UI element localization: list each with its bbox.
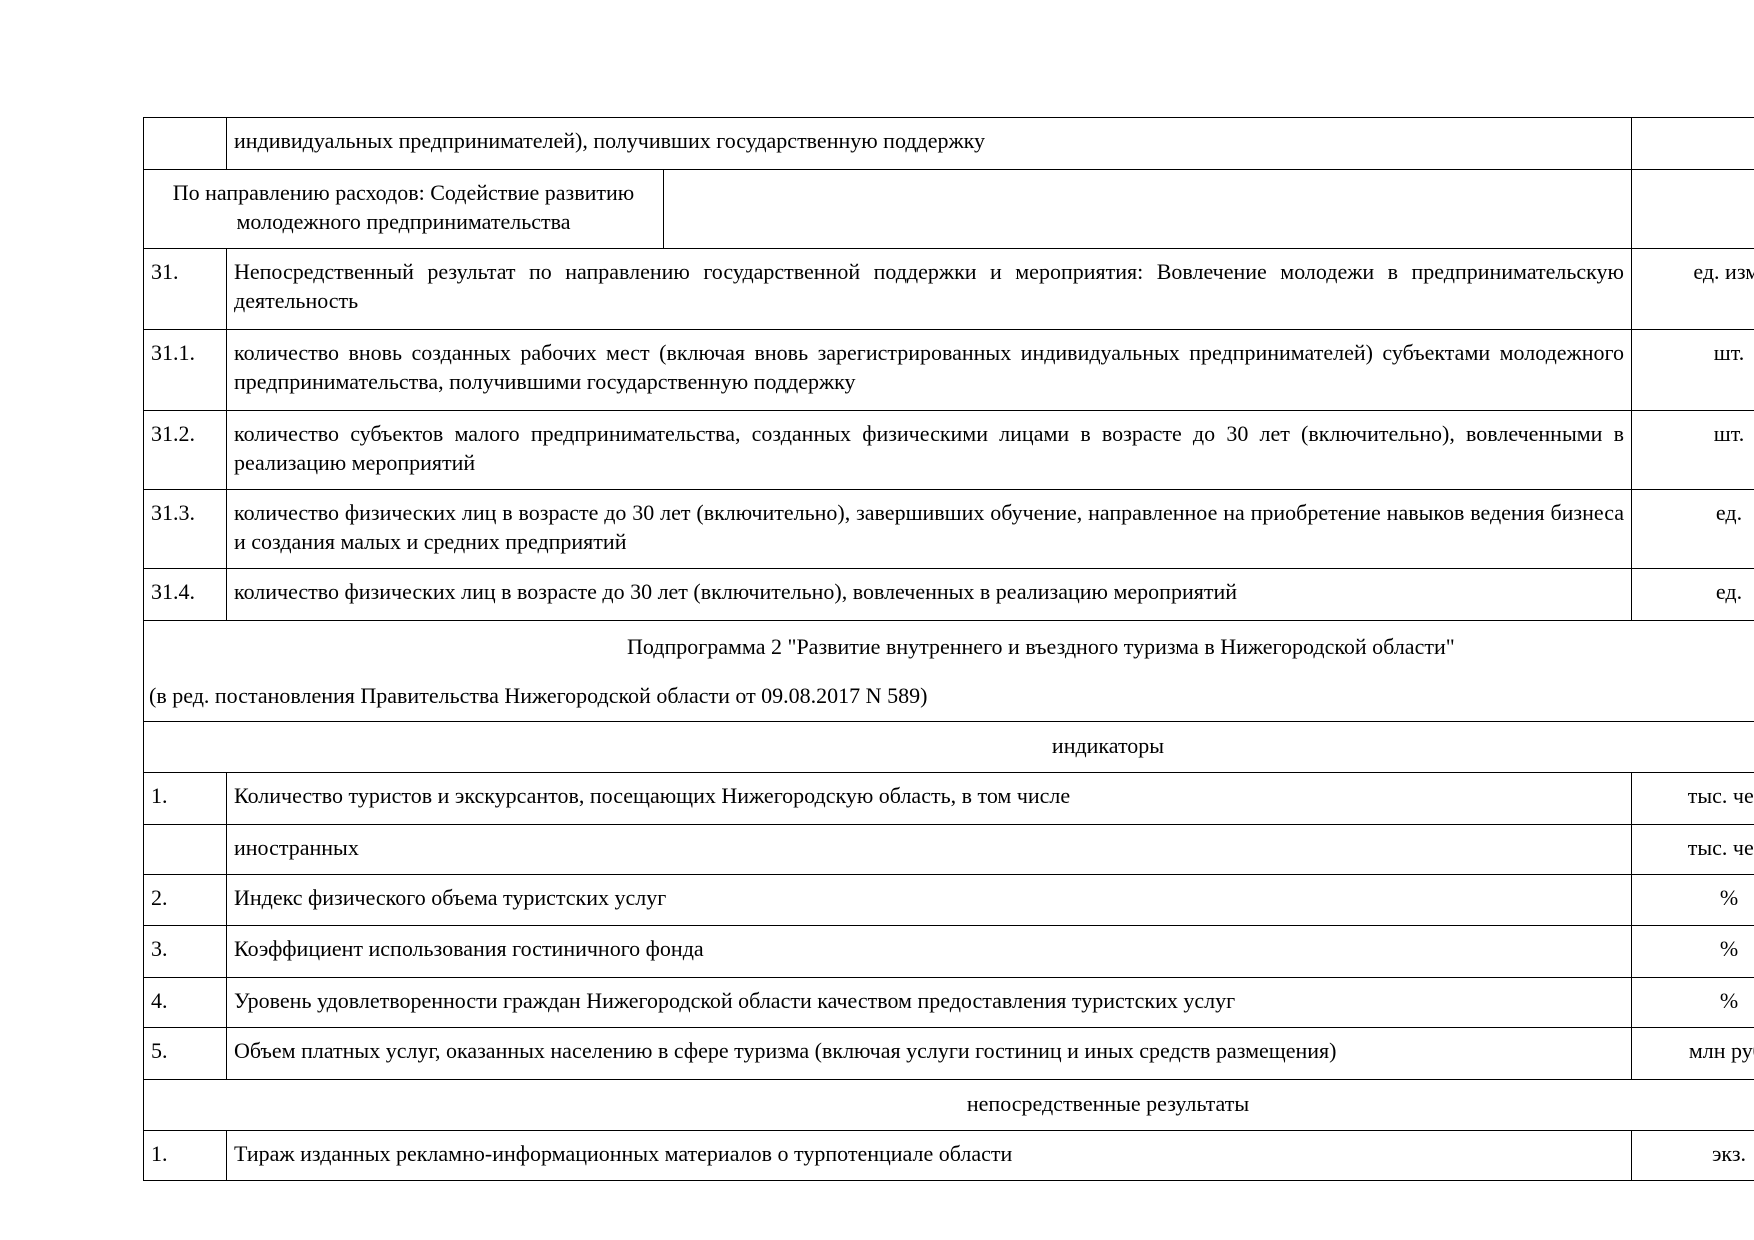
row-text: количество физических лиц в возрасте до … bbox=[226, 489, 1632, 569]
row-unit: % bbox=[1631, 925, 1754, 978]
row-number: 31. bbox=[143, 248, 227, 330]
row-text: Уровень удовлетворенности граждан Нижего… bbox=[226, 977, 1632, 1028]
row-text: иностранных bbox=[226, 824, 1632, 875]
row-unit: млн руб. bbox=[1631, 1027, 1754, 1080]
row-text: Индекс физического объема туристских усл… bbox=[226, 874, 1632, 926]
row-text: Количество туристов и экскурсантов, посе… bbox=[226, 772, 1632, 825]
row-unit: % bbox=[1631, 977, 1754, 1028]
heading-text: непосредственные результаты bbox=[966, 1091, 1250, 1116]
row-number: 5. bbox=[143, 1027, 227, 1080]
row-text: количество физических лиц в возрасте до … bbox=[226, 568, 1632, 621]
row-unit bbox=[1631, 117, 1754, 170]
row-text: Непосредственный результат по направлени… bbox=[226, 248, 1632, 330]
row-text: количество субъектов малого предпринимат… bbox=[226, 410, 1632, 490]
row-unit: % bbox=[1631, 874, 1754, 926]
row-unit: ед. изм. bbox=[1631, 248, 1754, 330]
section-note: (в ред. постановления Правительства Ниже… bbox=[149, 683, 928, 708]
row-number bbox=[143, 824, 227, 875]
row-number: 1. bbox=[143, 772, 227, 825]
row-number: 31.4. bbox=[143, 568, 227, 621]
direction-cell: По направлению расходов: Содействие разв… bbox=[143, 169, 664, 249]
row-unit: шт. bbox=[1631, 329, 1754, 411]
row-number: 2. bbox=[143, 874, 227, 926]
heading-text: индикаторы bbox=[1051, 733, 1165, 758]
row-number: 31.1. bbox=[143, 329, 227, 411]
row-unit: экз. bbox=[1631, 1130, 1754, 1181]
row-text: Объем платных услуг, оказанных населению… bbox=[226, 1027, 1632, 1080]
row-number: 31.2. bbox=[143, 410, 227, 490]
row-unit bbox=[1631, 169, 1754, 249]
row-number: 1. bbox=[143, 1130, 227, 1181]
row-number: 31.3. bbox=[143, 489, 227, 569]
row-number: 4. bbox=[143, 977, 227, 1028]
section-heading bbox=[143, 1079, 1754, 1131]
row-unit: тыс. чел. bbox=[1631, 824, 1754, 875]
row-unit: тыс. чел. bbox=[1631, 772, 1754, 825]
section-heading bbox=[143, 721, 1754, 773]
row-number bbox=[143, 117, 227, 170]
row-unit: ед. bbox=[1631, 489, 1754, 569]
row-text: индивидуальных предпринимателей), получи… bbox=[226, 117, 1632, 170]
empty-cell bbox=[663, 169, 1632, 249]
row-unit: шт. bbox=[1631, 410, 1754, 490]
row-text: Коэффициент использования гостиничного ф… bbox=[226, 925, 1632, 978]
row-text: Тираж изданных рекламно-информационных м… bbox=[226, 1130, 1632, 1181]
row-text: количество вновь созданных рабочих мест … bbox=[226, 329, 1632, 411]
row-unit: ед. bbox=[1631, 568, 1754, 621]
row-number: 3. bbox=[143, 925, 227, 978]
section-title: Подпрограмма 2 "Развитие внутреннего и в… bbox=[627, 634, 1455, 659]
